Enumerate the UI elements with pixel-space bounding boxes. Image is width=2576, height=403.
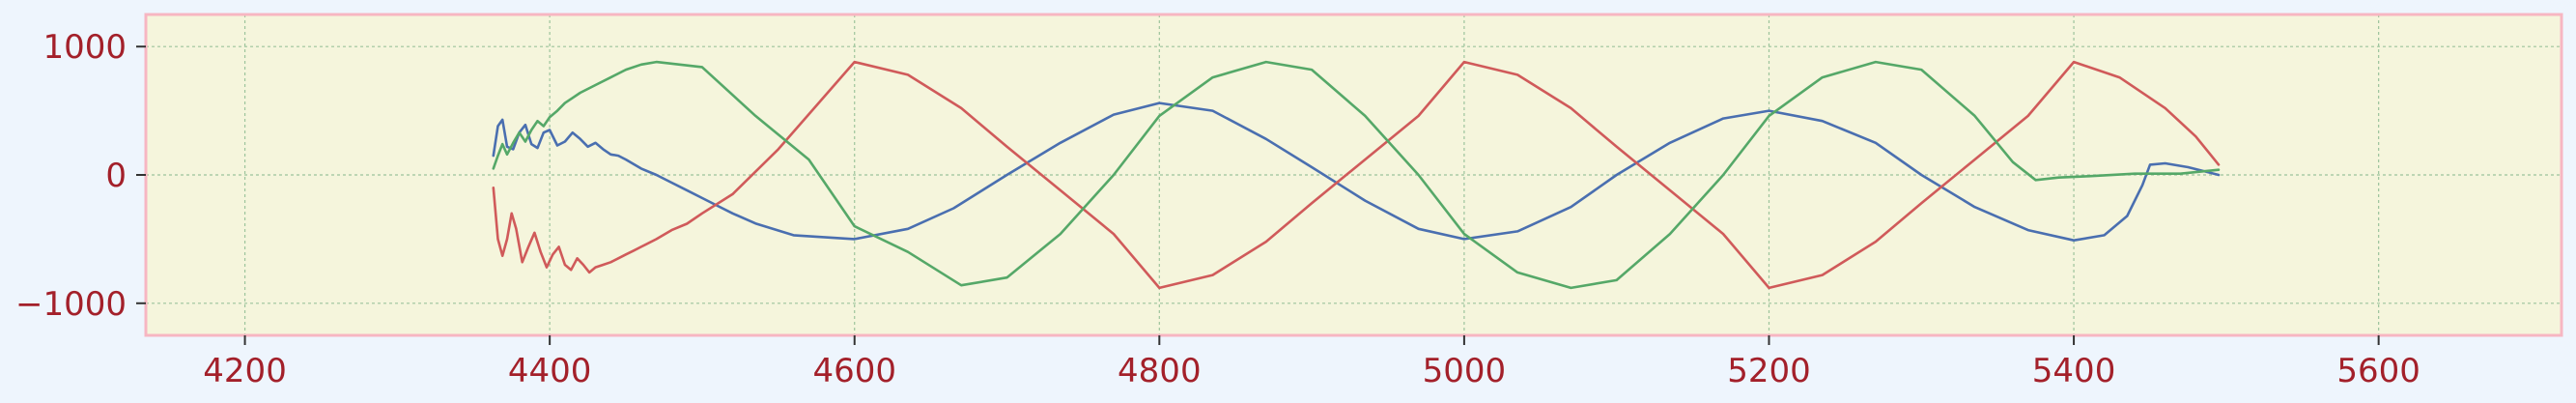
x-tick-label: 5200 bbox=[1727, 352, 1811, 390]
y-tick-label: −1000 bbox=[15, 285, 127, 324]
x-tick-label: 4800 bbox=[1118, 352, 1202, 390]
series-line-1 bbox=[492, 101, 2221, 242]
y-tick-label: 0 bbox=[105, 157, 127, 195]
x-tick-label: 5600 bbox=[2336, 352, 2420, 390]
y-tick-label: 1000 bbox=[42, 28, 127, 67]
x-tick-label: 5400 bbox=[2032, 352, 2116, 390]
x-tick-label: 4600 bbox=[812, 352, 896, 390]
series-group bbox=[492, 60, 2221, 290]
x-tick-label: 4400 bbox=[508, 352, 592, 390]
series-line-2 bbox=[492, 60, 2221, 290]
x-tick-label: 4200 bbox=[203, 352, 287, 390]
series-line-3 bbox=[492, 60, 2221, 290]
axis-ticks: 4200 4400 4600 4800 5000 5200 5400 5600 1000 0 −10… bbox=[15, 28, 2420, 390]
x-tick-label: 5000 bbox=[1423, 352, 1507, 390]
